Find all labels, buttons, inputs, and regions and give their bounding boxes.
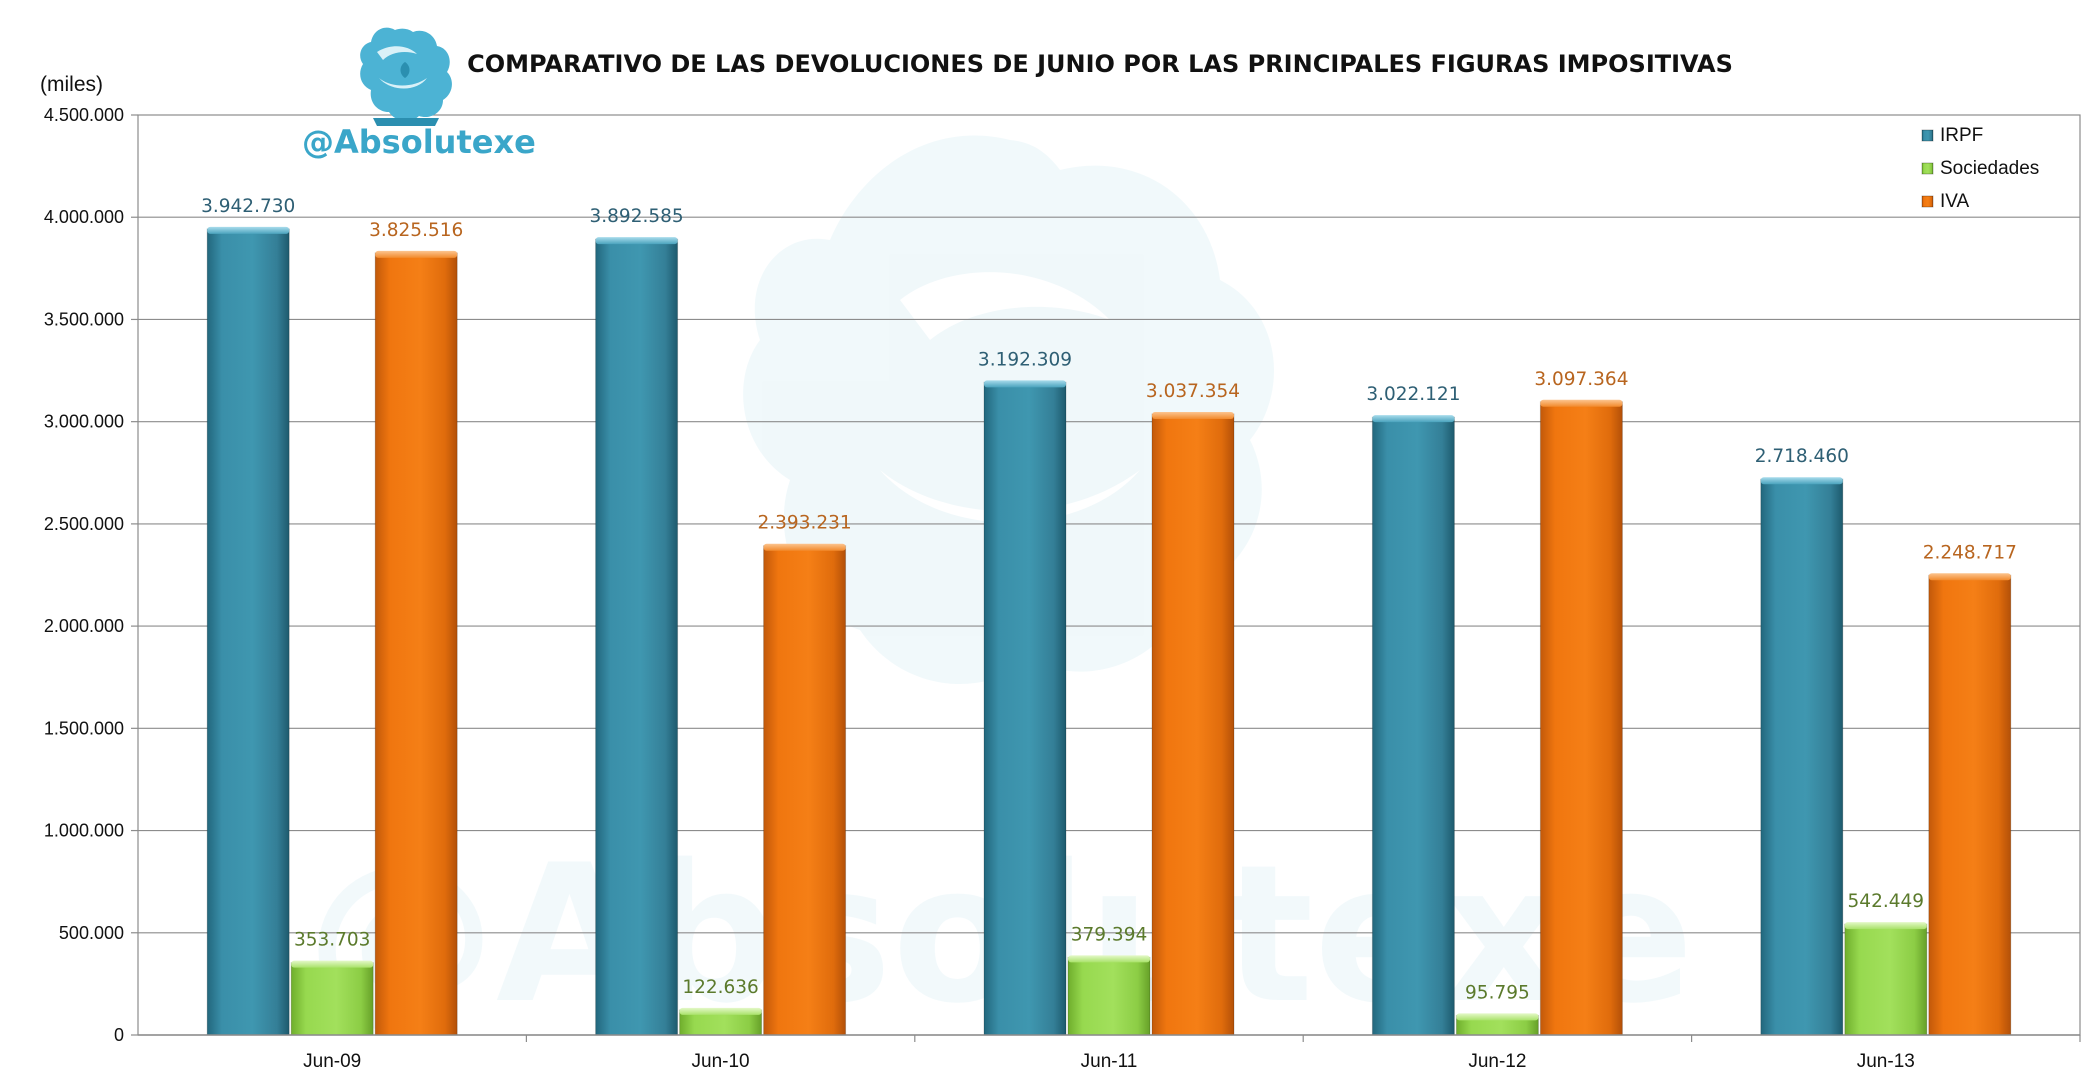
data-label-sociedades: 379.394	[1071, 924, 1148, 945]
bar-cap	[595, 237, 678, 245]
data-label-sociedades: 95.795	[1465, 982, 1530, 1003]
y-tick-label: 1.500.000	[44, 718, 124, 738]
bar-iva-jun-13	[1928, 573, 2012, 1036]
bar-cap	[1152, 412, 1234, 420]
bar-cap	[375, 250, 458, 258]
legend-swatch	[1921, 195, 1934, 208]
y-tick-label: 2.500.000	[44, 514, 124, 534]
data-label-iva: 3.037.354	[1146, 381, 1240, 402]
bar-cap	[1372, 415, 1455, 423]
bar-iva-jun-12	[1539, 399, 1623, 1036]
bar-body	[763, 545, 847, 1036]
y-tick-label: 4.000.000	[44, 207, 124, 227]
bar-iva-jun-10	[763, 543, 847, 1036]
data-label-irpf: 3.022.121	[1366, 384, 1460, 405]
x-tick-label: Jun-12	[1468, 1051, 1526, 1072]
data-labels: 3.942.730 353.703 3.825.516 3.892.585 122.63…	[201, 196, 2017, 1003]
bar-body	[1151, 413, 1235, 1036]
bars	[206, 226, 2012, 1036]
bar-body	[1539, 401, 1623, 1036]
bar-cap	[207, 226, 290, 234]
data-label-irpf: 3.942.730	[201, 196, 295, 217]
bar-body	[206, 228, 290, 1036]
data-label-iva: 2.393.231	[758, 513, 852, 534]
bar-sociedades-jun-10	[679, 1007, 763, 1036]
legend-label: Sociedades	[1940, 158, 2039, 179]
data-label-irpf: 3.192.309	[978, 349, 1072, 370]
data-label-sociedades: 353.703	[294, 930, 371, 951]
bar-body	[290, 962, 374, 1036]
y-tick-label: 3.000.000	[44, 412, 124, 432]
data-label-iva: 3.097.364	[1534, 369, 1628, 390]
legend-swatch	[1921, 162, 1934, 175]
brand-handle: @Absolutexe	[302, 123, 536, 161]
bar-irpf-jun-13	[1760, 477, 1844, 1036]
bar-iva-jun-09	[374, 250, 458, 1036]
gridlines	[138, 216, 2080, 934]
bar-irpf-jun-11	[983, 380, 1067, 1036]
y-tick-label: 2.000.000	[44, 616, 124, 636]
bar-body	[1928, 574, 2012, 1036]
bar-sociedades-jun-11	[1067, 955, 1151, 1036]
bar-body	[1760, 478, 1844, 1036]
bar-irpf-jun-12	[1371, 415, 1455, 1036]
bar-cap	[1540, 399, 1623, 407]
legend-item-irpf: IRPF	[1921, 125, 1983, 146]
y-tick-label: 1.000.000	[44, 821, 124, 841]
y-tick-label: 500.000	[59, 923, 124, 943]
bar-cap	[291, 960, 374, 968]
data-label-sociedades: 542.449	[1848, 891, 1925, 912]
bar-cap	[1456, 1013, 1539, 1021]
bar-cap	[1928, 573, 2011, 581]
y-tick-label: 4.500.000	[44, 105, 124, 125]
bar-sociedades-jun-09	[290, 960, 374, 1036]
bar-cap	[763, 543, 846, 551]
legend-label: IRPF	[1940, 125, 1983, 146]
x-tick-label: Jun-10	[692, 1051, 750, 1072]
legend: IRPF Sociedades IVA	[1921, 125, 2039, 212]
bar-irpf-jun-10	[595, 237, 679, 1036]
y-tick-label: 3.500.000	[44, 309, 124, 329]
griffin-logo-icon	[360, 27, 452, 126]
bar-body	[1844, 923, 1928, 1036]
bar-irpf-jun-09	[206, 226, 290, 1036]
data-label-irpf: 3.892.585	[590, 206, 684, 227]
bar-cap	[1760, 477, 1843, 485]
data-label-sociedades: 122.636	[682, 977, 759, 998]
bar-cap	[984, 380, 1066, 388]
unit-label: (miles)	[40, 73, 103, 96]
data-label-iva: 3.825.516	[369, 220, 463, 241]
bar-body	[595, 238, 679, 1036]
bar-sociedades-jun-12	[1455, 1013, 1539, 1036]
legend-item-iva: IVA	[1921, 191, 1970, 212]
x-tick-label: Jun-09	[303, 1051, 361, 1072]
legend-label: IVA	[1940, 191, 1970, 212]
bar-iva-jun-11	[1151, 412, 1235, 1036]
bar-body	[1067, 956, 1151, 1036]
x-tick-label: Jun-11	[1081, 1051, 1138, 1072]
y-tick-label: 0	[114, 1025, 124, 1045]
legend-swatch	[1921, 129, 1934, 142]
bar-sociedades-jun-13	[1844, 922, 1928, 1036]
x-tick-label: Jun-13	[1857, 1051, 1915, 1072]
chart-title: COMPARATIVO DE LAS DEVOLUCIONES DE JUNIO…	[467, 50, 1733, 78]
bar-cap	[1844, 922, 1927, 930]
bar-body	[1371, 416, 1455, 1036]
y-axis-ticks: 0 500.000 1.000.000 1.500.000 2.000.000 2.500…	[44, 105, 138, 1045]
data-label-iva: 2.248.717	[1923, 542, 2017, 563]
data-label-irpf: 2.718.460	[1755, 446, 1849, 467]
bar-cap	[679, 1007, 762, 1015]
legend-item-sociedades: Sociedades	[1921, 158, 2039, 179]
bar-body	[983, 381, 1067, 1036]
x-axis-ticks: Jun-09 Jun-10 Jun-11 Jun-12 Jun-13	[303, 1035, 2081, 1072]
bar-body	[374, 252, 458, 1036]
bar-cap	[1068, 955, 1150, 963]
